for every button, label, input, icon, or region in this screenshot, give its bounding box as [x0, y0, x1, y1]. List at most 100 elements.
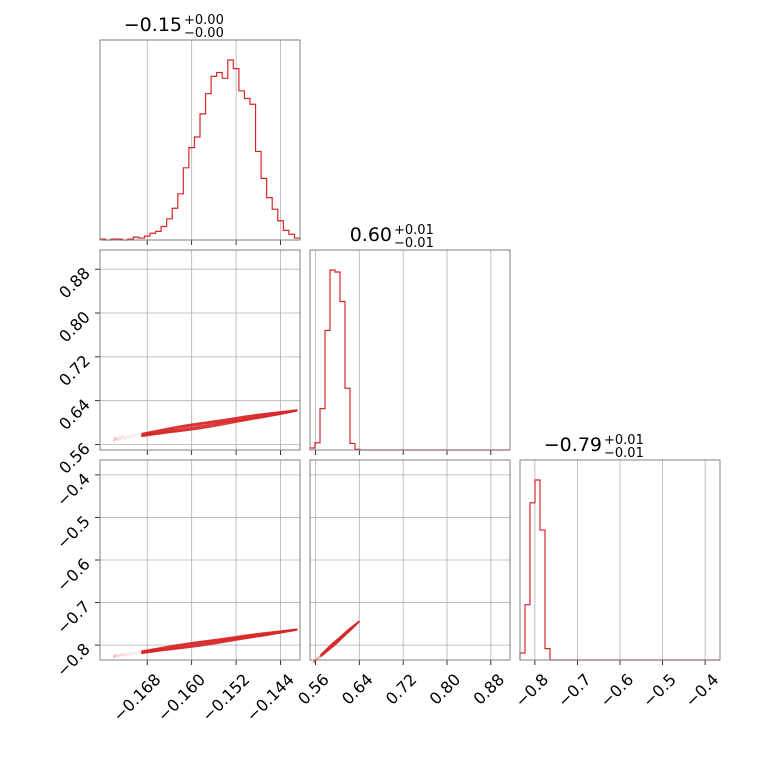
panel-title-1: 0.60: [350, 224, 392, 246]
scatter-point: [114, 439, 117, 441]
x-tick-label: −0.152: [198, 670, 253, 725]
panel-frame: [309, 249, 511, 451]
y-tick-label: −0.4: [53, 469, 94, 510]
x-tick-label: −0.168: [109, 670, 164, 725]
scatter-point: [316, 657, 319, 660]
panel-title-upper-error-0: +0.00: [184, 13, 224, 28]
scatter-point: [129, 434, 132, 437]
scatter-point: [118, 655, 121, 658]
panel-frame: [99, 249, 301, 451]
scatter-point: [313, 661, 316, 664]
panel-title-upper-error-1: +0.01: [394, 223, 434, 238]
scatter-point: [113, 439, 116, 442]
scatter-point: [113, 654, 116, 656]
scatter-point: [120, 438, 123, 440]
scatter-point: [122, 435, 124, 438]
scatter-point: [116, 654, 118, 657]
x-tick-label: 0.80: [426, 670, 465, 709]
scatter-point: [130, 436, 133, 439]
scatter-point: [120, 654, 123, 657]
scatter-point: [314, 660, 317, 663]
scatter-point: [115, 438, 118, 441]
x-tick-label: −0.7: [554, 670, 595, 711]
y-tick-label: 0.56: [55, 439, 94, 478]
panel-frame: [309, 459, 511, 661]
y-tick-label: −0.7: [53, 597, 94, 638]
x-tick-label: −0.144: [243, 670, 298, 725]
scatter-point: [318, 655, 321, 658]
panel-title-lower-error-1: −0.01: [394, 236, 434, 251]
panel-frame: [99, 459, 301, 661]
x-tick-label: 0.88: [470, 670, 509, 709]
scatter-point: [116, 437, 118, 440]
scatter-point: [127, 654, 130, 657]
scatter-point: [318, 656, 321, 659]
scatter-point: [317, 656, 319, 659]
scatter-point: [115, 655, 118, 658]
scatter-point: [135, 651, 137, 654]
scatter-point: [313, 660, 316, 663]
contour-line: [141, 409, 298, 436]
x-tick-label: −0.4: [682, 670, 723, 711]
scatter-point: [131, 652, 134, 655]
correlation-panel-1-2: [309, 459, 511, 665]
scatter-point: [121, 653, 124, 656]
histogram-series-1: [309, 269, 510, 451]
scatter-point: [113, 654, 115, 657]
scatter-point: [119, 653, 122, 656]
y-tick-label: 0.80: [55, 307, 94, 346]
scatter-point: [317, 655, 320, 658]
contour-line: [141, 628, 298, 653]
scatter-point: [128, 435, 131, 438]
histogram-panel-1: [309, 249, 511, 455]
histogram-series-0: [99, 59, 301, 241]
scatter-point: [117, 436, 120, 439]
y-tick-label: 0.72: [55, 351, 94, 390]
scatter-point: [121, 436, 124, 439]
x-tick-label: 0.64: [338, 670, 377, 709]
scatter-point: [312, 660, 315, 663]
scatter-point: [123, 436, 126, 438]
scatter-point: [114, 655, 117, 658]
x-tick-label: −0.160: [154, 670, 209, 725]
panel-frame: [519, 459, 721, 661]
scatter-point: [113, 655, 116, 658]
panel-title-2: −0.79: [544, 434, 602, 456]
scatter-point: [133, 435, 136, 438]
scatter-point: [313, 661, 315, 664]
scatter-point: [312, 661, 315, 663]
scatter-point: [122, 437, 125, 440]
scatter-point: [130, 653, 133, 656]
scatter-point: [112, 440, 115, 442]
scatter-point: [119, 437, 121, 440]
scatter-point: [318, 656, 320, 659]
scatter-point: [119, 435, 122, 438]
scatter-point: [313, 660, 316, 663]
panel-title-upper-error-2: +0.01: [604, 433, 644, 448]
correlation-panel-0-2: [95, 459, 301, 665]
scatter-point: [131, 435, 134, 437]
x-tick-label: −0.6: [596, 670, 637, 711]
y-tick-label: 0.64: [55, 395, 94, 434]
scatter-point: [137, 652, 140, 654]
scatter-point: [113, 656, 116, 659]
scatter-point: [317, 657, 320, 660]
scatter-point: [136, 653, 139, 656]
scatter-point: [117, 438, 119, 440]
scatter-point: [119, 654, 121, 657]
scatter-point: [117, 653, 120, 656]
contour-line: [141, 409, 298, 435]
scatter-point: [125, 436, 128, 439]
scatter-point: [116, 656, 119, 658]
scatter-point: [124, 654, 127, 657]
contour-line: [320, 620, 360, 656]
scatter-point: [123, 653, 126, 656]
scatter-point: [122, 652, 124, 655]
scatter-point: [118, 438, 121, 441]
scatter-point: [125, 653, 128, 656]
scatter-point: [317, 656, 320, 659]
scatter-point: [138, 433, 141, 436]
contour-line: [141, 628, 298, 652]
y-tick-label: −0.8: [53, 639, 94, 680]
